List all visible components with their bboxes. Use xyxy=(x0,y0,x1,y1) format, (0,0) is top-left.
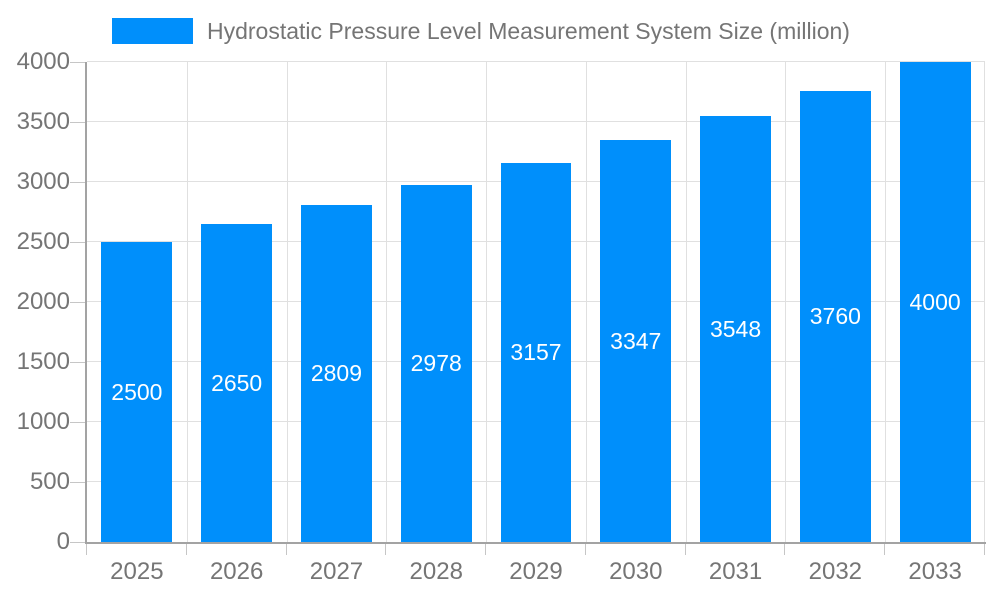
x-axis-line xyxy=(85,542,986,544)
gridline-vertical xyxy=(585,62,587,542)
x-axis-label: 2031 xyxy=(708,558,763,585)
x-axis-tick xyxy=(385,544,387,555)
x-axis-tick xyxy=(984,544,985,555)
gridline-vertical xyxy=(186,62,188,542)
x-axis-label: 2026 xyxy=(209,558,264,585)
x-axis-tick xyxy=(684,544,686,555)
x-axis-tick xyxy=(884,544,886,555)
bar-value-label: 2809 xyxy=(310,359,363,386)
x-axis-label: 2030 xyxy=(609,558,663,585)
y-axis-tick xyxy=(70,542,85,543)
y-axis-tick xyxy=(70,302,85,303)
bar-value-label: 3760 xyxy=(809,302,861,329)
y-axis-tick xyxy=(70,422,85,423)
gridline-horizontal xyxy=(87,121,985,122)
y-axis-label: 0 xyxy=(56,528,70,555)
y-axis-label: 1000 xyxy=(16,408,70,435)
legend-swatch xyxy=(112,18,193,44)
gridline-vertical xyxy=(984,62,985,542)
x-axis-label: 2027 xyxy=(309,558,364,585)
y-axis-label: 3000 xyxy=(16,168,70,195)
y-axis-tick xyxy=(70,182,85,183)
y-axis-label: 2000 xyxy=(16,288,70,315)
x-axis-tick xyxy=(784,544,786,555)
gridline-vertical xyxy=(286,62,288,542)
bar-2033[interactable]: 4000 xyxy=(899,62,971,542)
x-axis-tick xyxy=(485,544,487,555)
x-axis-tick xyxy=(185,544,187,555)
x-axis-label: 2032 xyxy=(808,558,863,585)
gridline-vertical xyxy=(685,62,687,542)
gridline-vertical xyxy=(785,62,787,542)
y-axis-label: 500 xyxy=(29,468,70,495)
gridline-vertical xyxy=(486,62,488,542)
bar-2027[interactable]: 2809 xyxy=(301,204,372,542)
x-axis-tick xyxy=(285,544,287,555)
bar-value-label: 3347 xyxy=(610,327,662,354)
y-axis-label: 1500 xyxy=(16,348,70,375)
bar-2030[interactable]: 3347 xyxy=(600,140,672,542)
x-axis-tick xyxy=(584,544,586,555)
bar-2025[interactable]: 2500 xyxy=(101,242,173,542)
plot-area: 2500 2650 2809 2978 3157 3347 3548 3760 4000 xyxy=(87,61,985,542)
bar-value-label: 3548 xyxy=(709,315,762,342)
y-axis-label: 4000 xyxy=(16,48,70,75)
bar-2028[interactable]: 2978 xyxy=(400,184,472,542)
legend[interactable]: Hydrostatic Pressure Level Measurement S… xyxy=(112,17,850,45)
y-axis-tick xyxy=(70,242,85,243)
legend-label: Hydrostatic Pressure Level Measurement S… xyxy=(207,18,850,44)
bar-value-label: 2650 xyxy=(211,369,263,396)
bar-value-label: 4000 xyxy=(909,288,961,315)
y-axis-tick xyxy=(70,482,85,483)
gridline-vertical xyxy=(885,62,887,542)
y-axis-tick xyxy=(70,62,85,63)
y-axis-line xyxy=(85,62,87,544)
bar-2032[interactable]: 3760 xyxy=(799,90,871,542)
y-axis-tick xyxy=(70,362,85,363)
bar-2029[interactable]: 3157 xyxy=(500,163,572,542)
x-axis-label: 2033 xyxy=(908,558,962,585)
x-axis-label: 2028 xyxy=(409,558,463,585)
y-axis-tick xyxy=(70,122,85,123)
gridline-horizontal xyxy=(87,61,985,62)
bar-value-label: 2500 xyxy=(111,378,163,405)
bar-value-label: 3157 xyxy=(510,339,562,366)
y-axis-label: 3500 xyxy=(16,108,70,135)
gridline-vertical xyxy=(386,62,388,542)
bar-2031[interactable]: 3548 xyxy=(700,116,771,542)
bar-2026[interactable]: 2650 xyxy=(201,224,273,542)
bar-value-label: 2978 xyxy=(410,349,462,376)
x-axis-label: 2029 xyxy=(509,558,563,585)
x-axis-label: 2025 xyxy=(110,558,164,585)
y-axis-label: 2500 xyxy=(16,228,70,255)
x-axis-tick xyxy=(86,544,87,555)
